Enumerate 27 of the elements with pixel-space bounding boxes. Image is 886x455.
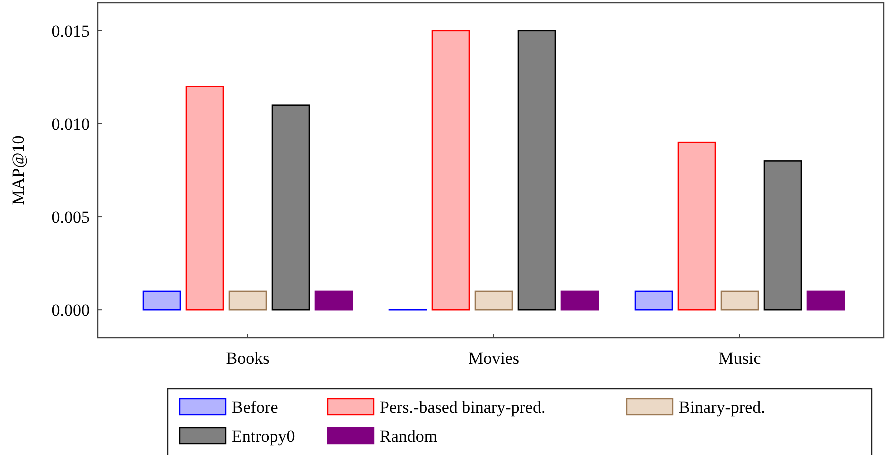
bar (142, 290, 182, 311)
bar (634, 290, 674, 311)
bar (474, 290, 514, 311)
bar (720, 290, 760, 311)
y-tick-label: 0.005 (52, 208, 90, 227)
bar (806, 290, 846, 311)
bar (272, 104, 310, 311)
legend-label: Binary-pred. (679, 398, 766, 417)
y-tick-label: 0.015 (52, 22, 90, 41)
x-tick-label: Music (718, 349, 762, 368)
y-axis-title: MAP@10 (9, 136, 28, 206)
legend-label: Entropy0 (232, 426, 296, 446)
y-tick-label: 0.000 (52, 301, 90, 320)
legend-label: Pers.-based binary-pred. (380, 398, 546, 417)
legend-label: Random (380, 426, 438, 446)
x-tick-label: Movies (468, 349, 520, 368)
bar (678, 142, 716, 311)
bar (314, 290, 354, 311)
bar (228, 290, 268, 311)
y-tick-label: 0.010 (52, 114, 90, 134)
bar (432, 30, 470, 311)
x-tick-label: Books (226, 349, 270, 368)
bar (518, 30, 556, 311)
bar (764, 160, 802, 311)
bar (186, 86, 224, 311)
bar (560, 290, 600, 311)
legend-label: Before (232, 398, 278, 417)
